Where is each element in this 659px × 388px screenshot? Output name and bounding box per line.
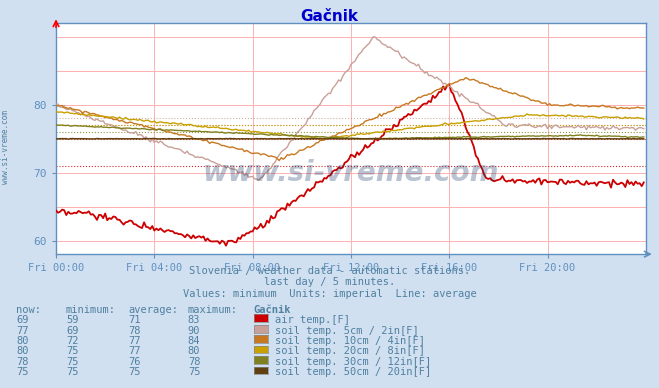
Text: 83: 83: [188, 315, 200, 325]
Text: 75: 75: [66, 367, 78, 378]
Text: Gačnik: Gačnik: [254, 305, 291, 315]
Text: 59: 59: [66, 315, 78, 325]
Text: 69: 69: [66, 326, 78, 336]
Text: www.si-vreme.com: www.si-vreme.com: [1, 111, 10, 184]
Text: 75: 75: [16, 367, 29, 378]
Text: 78: 78: [129, 326, 141, 336]
Text: average:: average:: [129, 305, 179, 315]
Text: Values: minimum  Units: imperial  Line: average: Values: minimum Units: imperial Line: av…: [183, 289, 476, 299]
Text: 75: 75: [66, 357, 78, 367]
Text: 78: 78: [16, 357, 29, 367]
Text: 77: 77: [129, 346, 141, 357]
Text: 71: 71: [129, 315, 141, 325]
Text: 75: 75: [129, 367, 141, 378]
Text: soil temp. 30cm / 12in[F]: soil temp. 30cm / 12in[F]: [275, 357, 431, 367]
Text: 78: 78: [188, 357, 200, 367]
Text: 76: 76: [129, 357, 141, 367]
Text: 80: 80: [188, 346, 200, 357]
Text: Slovenia / weather data - automatic stations.: Slovenia / weather data - automatic stat…: [189, 266, 470, 276]
Text: now:: now:: [16, 305, 42, 315]
Text: 90: 90: [188, 326, 200, 336]
Text: 72: 72: [66, 336, 78, 346]
Text: soil temp. 10cm / 4in[F]: soil temp. 10cm / 4in[F]: [275, 336, 425, 346]
Text: 80: 80: [16, 346, 29, 357]
Text: 80: 80: [16, 336, 29, 346]
Text: www.si-vreme.com: www.si-vreme.com: [203, 159, 499, 187]
Text: 84: 84: [188, 336, 200, 346]
Text: 77: 77: [16, 326, 29, 336]
Text: 77: 77: [129, 336, 141, 346]
Text: maximum:: maximum:: [188, 305, 238, 315]
Text: air temp.[F]: air temp.[F]: [275, 315, 350, 325]
Text: soil temp. 20cm / 8in[F]: soil temp. 20cm / 8in[F]: [275, 346, 425, 357]
Text: soil temp. 50cm / 20in[F]: soil temp. 50cm / 20in[F]: [275, 367, 431, 378]
Text: 75: 75: [66, 346, 78, 357]
Text: 69: 69: [16, 315, 29, 325]
Text: Gačnik: Gačnik: [301, 9, 358, 24]
Text: last day / 5 minutes.: last day / 5 minutes.: [264, 277, 395, 288]
Text: 75: 75: [188, 367, 200, 378]
Text: soil temp. 5cm / 2in[F]: soil temp. 5cm / 2in[F]: [275, 326, 418, 336]
Text: minimum:: minimum:: [66, 305, 116, 315]
